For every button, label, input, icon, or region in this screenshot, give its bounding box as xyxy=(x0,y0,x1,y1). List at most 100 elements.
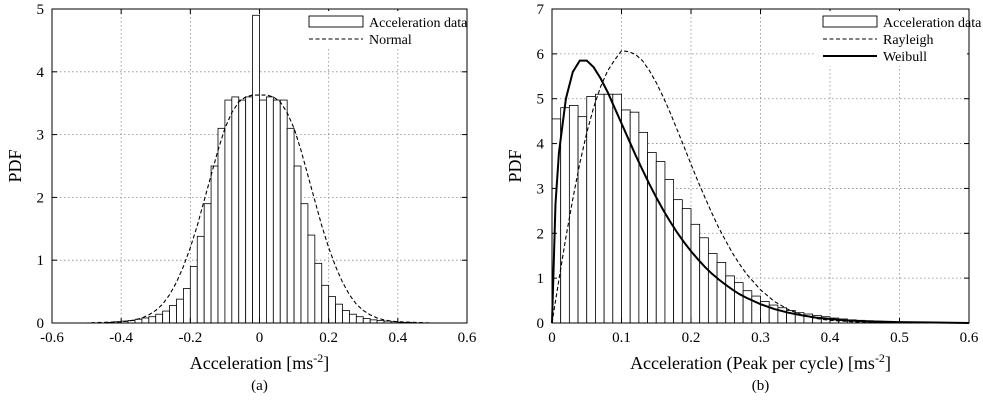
legend-label: Normal xyxy=(369,33,412,48)
x-tick-label: -0.4 xyxy=(109,330,133,346)
histogram-bar xyxy=(176,298,184,324)
x-tick-label: 0.5 xyxy=(890,330,909,346)
caption: (b) xyxy=(752,378,770,394)
y-tick-label: 2 xyxy=(537,226,545,242)
histogram-bar xyxy=(203,203,212,324)
histogram-bar xyxy=(349,313,357,324)
histogram-bar xyxy=(321,284,330,324)
histogram-bar xyxy=(716,262,727,324)
x-tick-label: -0.2 xyxy=(178,330,202,346)
x-tick-label: 0.3 xyxy=(751,330,770,346)
histogram-bar xyxy=(141,317,150,324)
histogram-bar xyxy=(314,262,323,324)
series-line-weibull xyxy=(551,59,970,324)
histogram-bar xyxy=(742,290,753,324)
legend-label: Acceleration data xyxy=(883,16,982,31)
y-tick-label: 3 xyxy=(537,181,545,197)
x-tick-label: 0.4 xyxy=(821,330,840,346)
histogram-bar xyxy=(342,310,350,324)
histogram-bar xyxy=(612,93,622,324)
histogram-bar xyxy=(681,208,692,324)
series-line-rayleigh xyxy=(551,50,969,324)
x-tick-label: 0.4 xyxy=(388,330,407,346)
histogram-bar xyxy=(169,305,177,324)
x-tick-label: 0.2 xyxy=(319,330,338,346)
y-tick-label: 5 xyxy=(37,2,45,18)
legend-swatch-bar xyxy=(308,15,364,28)
x-tick-label: 0 xyxy=(256,330,264,346)
histogram-bar xyxy=(293,165,302,324)
histogram-bar xyxy=(217,127,226,324)
x-tick-label: 0.2 xyxy=(682,330,701,346)
y-tick-label: 6 xyxy=(537,47,545,63)
series-line-normal xyxy=(52,94,467,324)
legend-label: Weibull xyxy=(883,50,927,65)
histogram-bar xyxy=(286,127,295,324)
x-tick-label: 0.6 xyxy=(458,330,477,346)
histogram-bar xyxy=(577,116,588,324)
x-tick-label: -0.6 xyxy=(40,330,64,346)
y-tick-label: 4 xyxy=(37,65,45,81)
histogram-bar xyxy=(362,318,371,324)
y-tick-label: 4 xyxy=(537,137,545,153)
histogram-bar xyxy=(647,152,657,324)
histogram-bar xyxy=(245,96,253,324)
histogram-bar xyxy=(266,96,274,324)
histogram-bar xyxy=(638,131,648,324)
y-tick-label: 0 xyxy=(537,316,545,332)
y-tick-label: 3 xyxy=(37,128,45,144)
chart-b: 0 0.1 0.2 0.3 0.4 0.5 0.6 0 1 2 3 4 5 6 7 Acceleration … xyxy=(505,2,982,394)
histogram-bar xyxy=(162,310,170,324)
histogram-bar xyxy=(238,99,247,324)
histogram-bar xyxy=(586,96,596,324)
y-tick-label: 1 xyxy=(537,271,545,287)
histogram-bar xyxy=(690,223,701,324)
histogram-bar xyxy=(725,275,735,324)
histogram-bar xyxy=(603,93,614,324)
y-tick-label: 5 xyxy=(537,92,545,108)
y-axis-label: PDF xyxy=(505,149,525,182)
histogram-bar xyxy=(355,316,364,324)
histogram-bar xyxy=(155,313,164,324)
histogram-bar xyxy=(655,161,666,324)
histogram-bar xyxy=(183,288,191,324)
histogram-bar xyxy=(664,179,675,324)
histogram-bar xyxy=(196,235,205,324)
y-tick-label: 2 xyxy=(37,190,45,206)
histogram-bar xyxy=(699,237,709,324)
histogram-bar xyxy=(134,318,143,324)
chart-a: -0.6 -0.4 -0.2 0 0.2 0.4 0.6 0 1 2 3 4 5 Acceleration… xyxy=(5,2,477,394)
y-tick-label: 1 xyxy=(37,253,45,269)
histogram-bar xyxy=(300,203,309,324)
histogram-bar xyxy=(148,316,157,324)
histogram-bar xyxy=(568,105,579,324)
x-axis-label: Acceleration (Peak per cycle) [ms-2] xyxy=(630,351,891,374)
histogram-bar xyxy=(259,99,267,324)
histogram-bar xyxy=(560,107,570,324)
histogram-bar xyxy=(189,266,198,324)
legend-label: Rayleigh xyxy=(883,33,934,48)
caption: (a) xyxy=(251,378,268,394)
histogram-bar xyxy=(272,99,281,324)
y-tick-label: 0 xyxy=(37,316,45,332)
legend-swatch-bar xyxy=(822,15,878,28)
x-axis-label: Acceleration [ms-2] xyxy=(190,351,329,373)
histogram-bar xyxy=(279,99,288,324)
histogram-bar xyxy=(252,14,260,324)
x-tick-label: 0.6 xyxy=(960,330,979,346)
histogram-bar xyxy=(210,165,219,324)
x-tick-label: 0 xyxy=(548,330,556,346)
legend-label: Acceleration data xyxy=(369,16,468,31)
histogram-bar xyxy=(307,234,316,324)
x-tick-label: 0.1 xyxy=(612,330,631,346)
histogram-bar xyxy=(707,253,718,324)
y-tick-label: 7 xyxy=(537,2,545,18)
histogram-bar xyxy=(595,93,605,324)
histogram-bar xyxy=(335,303,343,324)
histogram-bar xyxy=(224,99,233,324)
histogram-bar xyxy=(673,199,683,324)
histogram-bar xyxy=(231,96,240,324)
y-axis-label: PDF xyxy=(5,149,25,182)
histogram-bar xyxy=(328,296,336,324)
